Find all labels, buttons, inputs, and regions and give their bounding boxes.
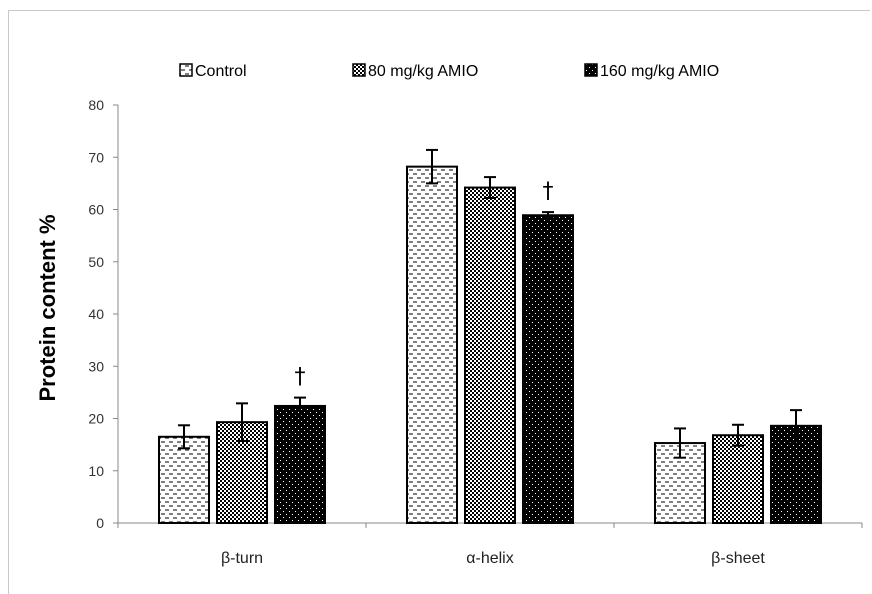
legend-label: Control [195,63,247,80]
legend-swatch [584,63,598,77]
y-axis-title: Protein content % [35,214,60,401]
y-tick-label: 10 [88,463,104,479]
legend-swatch [352,63,366,77]
y-tick-label: 20 [88,411,104,427]
bars: †† [158,148,822,525]
bar [654,442,706,524]
significance-mark: † [295,365,306,390]
bar [464,186,516,524]
bar [158,435,210,525]
bar [274,404,326,524]
y-tick-label: 70 [88,149,104,165]
y-tick-label: 60 [88,202,104,218]
legend-label: 80 mg/kg AMIO [368,63,478,80]
x-category-label: α-helix [466,550,513,567]
significance-mark: † [543,179,554,204]
y-tick-label: 30 [88,358,104,374]
legend-swatch [179,63,193,77]
legend: Control 80 mg/kg AMIO 160 mg/kg AMIO [179,63,719,80]
y-tick-label: 40 [88,306,104,322]
chart-frame [8,10,870,594]
bar [406,165,458,524]
x-category-label: β-sheet [711,550,765,567]
x-category-label: β-turn [221,550,263,567]
bar [712,434,764,524]
y-tick-label: 0 [96,515,104,531]
y-tick-label: 50 [88,254,104,270]
legend-label: 160 mg/kg AMIO [600,63,719,80]
bar [522,214,574,524]
y-tick-label: 80 [88,97,104,113]
